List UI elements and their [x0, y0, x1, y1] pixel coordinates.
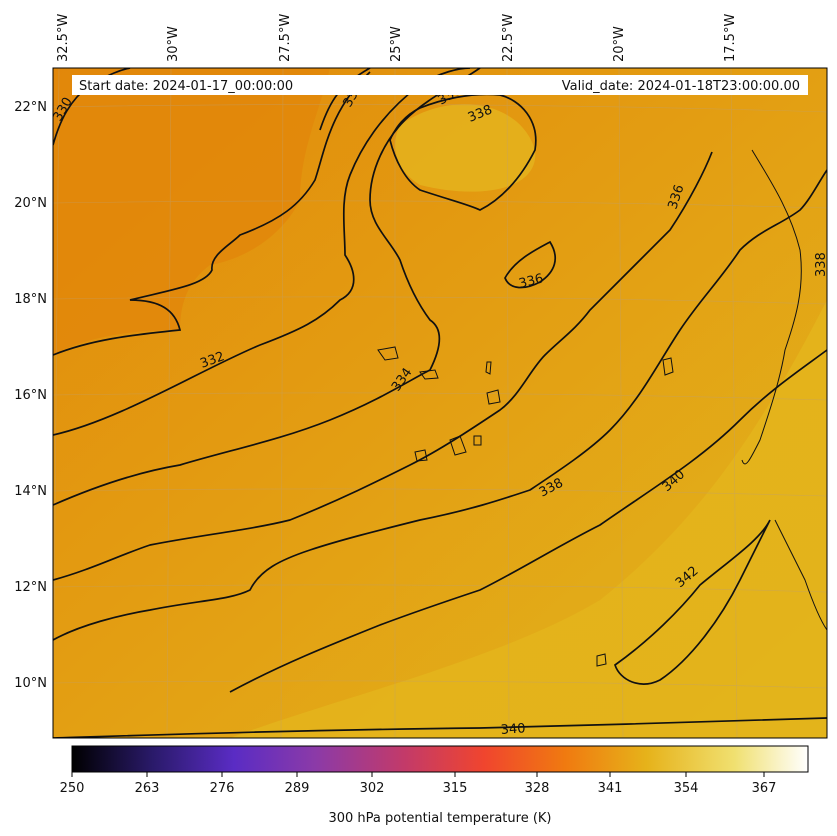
date-banner	[72, 75, 808, 95]
contour-label: 340	[500, 721, 526, 738]
coastlines	[377, 149, 827, 667]
contour-332-nw	[53, 71, 371, 356]
longitude-label: 20°W	[612, 26, 627, 62]
map-frame	[52, 67, 828, 739]
contour-332-main	[53, 68, 471, 436]
latitude-label: 16°N	[14, 388, 47, 403]
contour-338-main	[53, 169, 827, 641]
colorbar-tick-label: 250	[60, 781, 85, 796]
colorbar-title: 300 hPa potential temperature (K)	[328, 811, 551, 826]
longitude-axis: 32.5°W 30°W 27.5°W 25°W 22.5°W 20°W 17.5…	[56, 14, 738, 62]
cold-region-shade	[53, 68, 330, 355]
contour-lines	[53, 68, 827, 738]
contour-label: 336	[666, 183, 688, 211]
colorbar-tick-label: 315	[443, 781, 468, 796]
colorbar-tick-label: 341	[598, 781, 623, 796]
longitude-label: 17.5°W	[723, 14, 738, 62]
map-panel: 330 33 330 338 336 338 336 332 334 338 3…	[52, 67, 829, 739]
latitude-label: 14°N	[14, 484, 47, 499]
colorbar-tick-label: 354	[674, 781, 699, 796]
contour-label: 336	[517, 271, 545, 292]
contour-334	[53, 68, 481, 506]
longitude-label: 25°W	[389, 26, 404, 62]
colorbar-tick-label: 367	[752, 781, 777, 796]
longitude-label: 32.5°W	[56, 14, 71, 62]
contour-340	[229, 349, 827, 693]
colorbar-gradient	[71, 745, 809, 773]
colorbar-tick-label: 263	[135, 781, 160, 796]
colorbar: 250 263 276 289 302 315 328 341 354 367 …	[60, 745, 809, 826]
warm-pocket-shade	[395, 104, 536, 192]
contour-336-small	[504, 240, 557, 289]
start-date-label: Start date: 2024-01-17_00:00:00	[79, 79, 293, 94]
latitude-label: 18°N	[14, 292, 47, 307]
latitude-axis: 22°N 20°N 18°N 16°N 14°N 12°N 10°N	[14, 100, 47, 691]
latitude-label: 12°N	[14, 580, 47, 595]
colorbar-tick-label: 302	[360, 781, 385, 796]
latitude-label: 22°N	[14, 100, 47, 115]
valid-date-label: Valid_date: 2024-01-18T23:00:00.00	[562, 79, 800, 94]
contour-label: 338	[814, 252, 829, 277]
contour-336-west	[53, 151, 713, 581]
latitude-label: 10°N	[14, 676, 47, 691]
longitude-label: 30°W	[166, 26, 181, 62]
latitude-label: 20°N	[14, 196, 47, 211]
colorbar-ticks	[71, 772, 765, 777]
contour-338-pocket	[389, 93, 537, 211]
longitude-label: 22.5°W	[501, 14, 516, 62]
contour-342	[613, 519, 771, 685]
colorbar-tick-label: 289	[285, 781, 310, 796]
colorbar-tick-label: 276	[210, 781, 235, 796]
longitude-label: 27.5°W	[278, 14, 293, 62]
contour-340-south	[53, 717, 827, 738]
colorbar-tick-label: 328	[525, 781, 550, 796]
warm-region-shade	[230, 300, 827, 738]
graticule	[53, 68, 827, 738]
